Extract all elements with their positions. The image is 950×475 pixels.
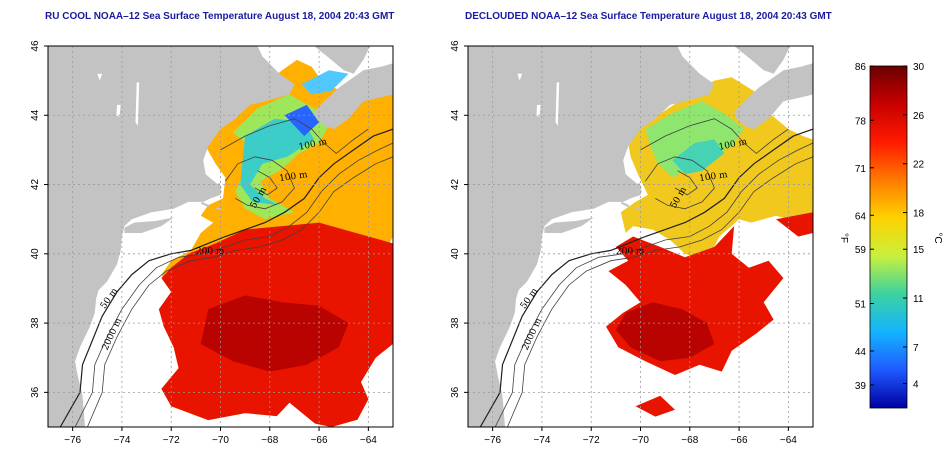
cloud-mask xyxy=(353,343,393,427)
fahrenheit-tick-label: 39 xyxy=(855,381,867,392)
lon-tick-label: −74 xyxy=(533,435,550,446)
bathymetry-contour xyxy=(59,128,393,427)
bathymetry-contour xyxy=(254,170,278,196)
lake xyxy=(135,82,140,126)
bathymetry-contour xyxy=(645,156,715,210)
lon-tick-label: −74 xyxy=(113,435,130,446)
lat-tick-label: 42 xyxy=(30,179,41,191)
bathymetry-contour xyxy=(674,170,698,196)
fahrenheit-tick-label: 78 xyxy=(855,116,867,127)
lon-tick-label: −76 xyxy=(64,435,81,446)
lake xyxy=(116,104,121,117)
celsius-tick-label: 11 xyxy=(913,294,924,305)
lon-tick-label: −68 xyxy=(261,435,278,446)
lon-tick-label: −72 xyxy=(163,435,180,446)
contour-label: 200 m xyxy=(616,247,645,257)
lon-tick-label: −76 xyxy=(484,435,501,446)
lat-tick-label: 38 xyxy=(30,317,41,329)
land-mass-nova-scotia xyxy=(734,63,813,130)
lon-tick-label: −68 xyxy=(681,435,698,446)
lat-tick-label: 42 xyxy=(450,179,461,191)
left-map-title: RU COOL NOAA–12 Sea Surface Temperature … xyxy=(45,11,395,22)
lon-tick-label: −64 xyxy=(360,435,377,446)
colorbar-gradient xyxy=(869,65,908,409)
lake xyxy=(517,73,523,81)
bathymetry-contour xyxy=(225,156,295,210)
lon-tick-label: −66 xyxy=(731,435,748,446)
lat-tick-label: 38 xyxy=(450,317,461,329)
fahrenheit-tick-label: 44 xyxy=(855,347,867,358)
warm-water-field xyxy=(719,295,752,327)
land-mass xyxy=(468,46,715,427)
temperature-colorbar: 30 26 22 18 15 11 7 4 86 78 71 64 59 51 44 39 °F °C xyxy=(835,0,950,475)
cape-cod xyxy=(214,182,222,194)
bathymetry-contour xyxy=(74,142,393,427)
land-mass xyxy=(48,46,295,427)
cold-water-field xyxy=(240,118,315,206)
marthas-vineyard xyxy=(620,201,630,208)
left-sst-map: 100 m 100 m 50 m 200 m 50 m 2000 m −76 −74 −72 −7… xyxy=(0,0,420,475)
lat-tick-label: 40 xyxy=(450,248,461,260)
lat-tick-label: 36 xyxy=(30,386,41,398)
long-island xyxy=(544,217,594,233)
land-mass-nova-scotia xyxy=(314,63,393,130)
bathymetry-contour xyxy=(479,128,813,427)
lat-tick-label: 44 xyxy=(450,109,461,121)
cloud-mask xyxy=(269,402,320,427)
lon-tick-label: −64 xyxy=(780,435,797,446)
fahrenheit-tick-label: 51 xyxy=(855,300,867,311)
gulf-stream-core xyxy=(200,295,349,372)
fahrenheit-unit-label: °F xyxy=(838,233,849,243)
fahrenheit-tick-label: 86 xyxy=(855,62,867,73)
celsius-tick-label: 18 xyxy=(913,209,925,220)
lon-tick-label: −72 xyxy=(583,435,600,446)
lat-tick-label: 40 xyxy=(30,248,41,260)
celsius-tick-label: 22 xyxy=(913,160,925,171)
long-island xyxy=(124,217,174,233)
celsius-tick-label: 26 xyxy=(913,111,925,122)
celsius-tick-label: 30 xyxy=(913,62,925,73)
bathymetry-contour xyxy=(220,118,369,154)
celsius-tick-label: 15 xyxy=(913,245,925,256)
marthas-vineyard xyxy=(200,201,210,208)
contour-label: 200 m xyxy=(196,247,225,257)
lon-tick-label: −70 xyxy=(632,435,649,446)
land-mass-new-brunswick xyxy=(314,46,371,74)
cold-water-field xyxy=(672,139,725,175)
lon-tick-label: −70 xyxy=(212,435,229,446)
fahrenheit-tick-label: 59 xyxy=(855,245,867,256)
contour-label: 100 m xyxy=(699,170,729,184)
bathymetry-contour xyxy=(640,118,789,154)
right-sst-map: 100 m 100 m 50 m 200 m 50 m 2000 m −76 −74 −72 −7… xyxy=(420,0,840,475)
lat-tick-label: 46 xyxy=(450,40,461,52)
bay-of-fundy-water xyxy=(301,70,349,95)
bathymetry-contour xyxy=(494,142,813,427)
warm-water-field xyxy=(776,212,813,237)
nantucket xyxy=(215,207,222,211)
lat-tick-label: 36 xyxy=(450,386,461,398)
lake xyxy=(97,73,103,81)
nantucket xyxy=(635,207,642,211)
celsius-unit-label: °C xyxy=(932,232,943,243)
lake xyxy=(536,104,541,117)
fahrenheit-tick-label: 64 xyxy=(855,211,867,222)
temperature-colorbar-svg: 30 26 22 18 15 11 7 4 86 78 71 64 59 51 44 39 °F °C xyxy=(838,62,943,409)
fahrenheit-tick-label: 71 xyxy=(855,164,867,175)
contour-label: 100 m xyxy=(279,170,309,184)
land-mass-new-brunswick xyxy=(734,46,791,74)
cape-cod xyxy=(634,182,642,194)
celsius-tick-label: 4 xyxy=(913,380,919,391)
lat-tick-label: 46 xyxy=(30,40,41,52)
lat-tick-label: 44 xyxy=(30,109,41,121)
lon-tick-label: −66 xyxy=(311,435,328,446)
right-map-title: DECLOUDED NOAA–12 Sea Surface Temperatur… xyxy=(465,11,832,22)
celsius-tick-label: 7 xyxy=(913,343,919,354)
lake xyxy=(555,82,560,126)
